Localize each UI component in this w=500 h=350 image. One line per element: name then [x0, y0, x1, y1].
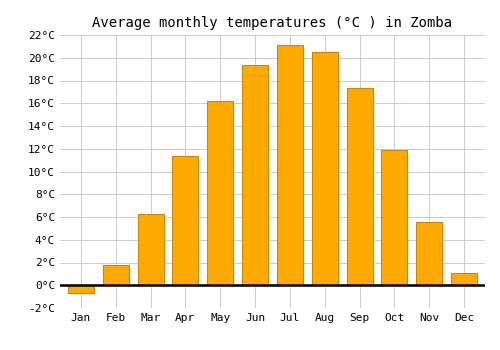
- Title: Average monthly temperatures (°C ) in Zomba: Average monthly temperatures (°C ) in Zo…: [92, 16, 452, 30]
- Bar: [382, 150, 407, 285]
- Bar: [416, 222, 442, 285]
- Bar: [346, 89, 372, 285]
- Bar: [451, 273, 477, 285]
- Bar: [172, 155, 199, 285]
- Bar: [207, 101, 234, 285]
- Bar: [277, 45, 303, 285]
- Bar: [138, 214, 164, 285]
- Bar: [68, 285, 94, 293]
- Bar: [102, 265, 129, 285]
- Bar: [242, 65, 268, 285]
- Bar: [312, 52, 338, 285]
